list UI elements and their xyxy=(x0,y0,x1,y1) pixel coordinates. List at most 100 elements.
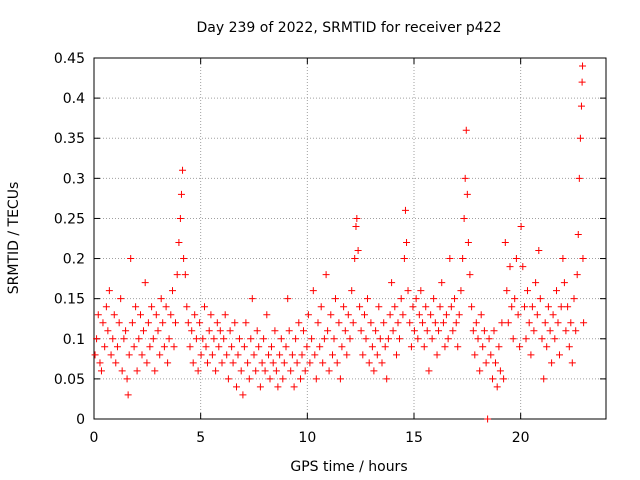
data-point xyxy=(353,214,361,222)
data-point xyxy=(175,239,183,247)
data-point xyxy=(102,303,110,311)
data-point xyxy=(554,319,562,327)
data-point xyxy=(570,295,578,303)
data-point xyxy=(97,367,105,375)
data-point xyxy=(407,343,415,351)
data-point xyxy=(176,214,184,222)
data-point xyxy=(370,367,378,375)
data-point xyxy=(137,311,145,319)
y-tick-label: 0.45 xyxy=(54,51,85,67)
data-points xyxy=(91,62,588,423)
y-tick-label: 0.05 xyxy=(54,372,85,388)
data-point xyxy=(351,255,359,263)
data-point xyxy=(487,351,495,359)
data-point xyxy=(361,311,369,319)
y-tick-label: 0.35 xyxy=(54,131,85,147)
data-point xyxy=(540,375,548,383)
data-point xyxy=(409,303,417,311)
data-point xyxy=(196,319,204,327)
data-point xyxy=(240,343,248,351)
data-point xyxy=(276,351,284,359)
data-point xyxy=(579,255,587,263)
data-point xyxy=(477,311,485,319)
x-tick-label: 5 xyxy=(196,430,205,446)
data-point xyxy=(557,303,565,311)
data-point xyxy=(312,375,320,383)
data-point xyxy=(162,303,170,311)
data-point xyxy=(191,311,199,319)
data-point xyxy=(250,351,258,359)
data-point xyxy=(269,359,277,367)
data-point xyxy=(128,319,136,327)
data-point xyxy=(496,367,504,375)
data-point xyxy=(472,319,480,327)
data-point xyxy=(391,303,399,311)
data-point xyxy=(461,174,469,182)
data-point xyxy=(479,343,487,351)
y-tick-label: 0.15 xyxy=(54,292,85,308)
data-point xyxy=(299,327,307,335)
data-point xyxy=(572,327,580,335)
data-point xyxy=(260,335,268,343)
data-point xyxy=(271,327,279,335)
data-point xyxy=(333,359,341,367)
data-point xyxy=(567,319,575,327)
data-point xyxy=(199,335,207,343)
data-point xyxy=(573,271,581,279)
data-point xyxy=(491,359,499,367)
data-point xyxy=(484,415,492,423)
data-point xyxy=(189,359,197,367)
data-point xyxy=(548,359,556,367)
data-point xyxy=(169,287,177,295)
data-point xyxy=(152,311,160,319)
data-point xyxy=(428,335,436,343)
data-point xyxy=(151,367,159,375)
data-point xyxy=(123,375,131,383)
data-point xyxy=(476,367,484,375)
data-point xyxy=(504,319,512,327)
data-point xyxy=(564,303,572,311)
data-point xyxy=(352,222,360,230)
data-point xyxy=(280,359,288,367)
data-point xyxy=(441,343,449,351)
data-point xyxy=(562,327,570,335)
data-point xyxy=(436,303,444,311)
data-point xyxy=(495,343,503,351)
data-point xyxy=(471,351,479,359)
data-point xyxy=(311,351,319,359)
data-point xyxy=(560,279,568,287)
data-point xyxy=(308,335,316,343)
data-point xyxy=(324,327,332,335)
data-point xyxy=(349,319,357,327)
data-point xyxy=(431,319,439,327)
data-point xyxy=(327,311,335,319)
data-point xyxy=(383,375,391,383)
data-point xyxy=(258,359,266,367)
data-point xyxy=(304,311,312,319)
data-point xyxy=(285,327,293,335)
data-point xyxy=(247,335,255,343)
data-point xyxy=(201,303,209,311)
data-point xyxy=(154,327,162,335)
data-point xyxy=(380,319,388,327)
data-point xyxy=(228,343,236,351)
data-point xyxy=(141,279,149,287)
data-point xyxy=(533,311,541,319)
data-point xyxy=(574,230,582,238)
data-point xyxy=(423,327,431,335)
data-point xyxy=(223,351,231,359)
data-point xyxy=(394,319,402,327)
data-point xyxy=(221,311,229,319)
data-point xyxy=(213,319,221,327)
data-point xyxy=(457,287,465,295)
data-point xyxy=(112,359,120,367)
data-point xyxy=(549,311,557,319)
data-point xyxy=(362,335,370,343)
data-point xyxy=(244,359,252,367)
data-point xyxy=(234,351,242,359)
data-point xyxy=(420,343,428,351)
data-point xyxy=(430,295,438,303)
data-point xyxy=(522,335,530,343)
data-point xyxy=(132,303,140,311)
data-point xyxy=(482,359,490,367)
